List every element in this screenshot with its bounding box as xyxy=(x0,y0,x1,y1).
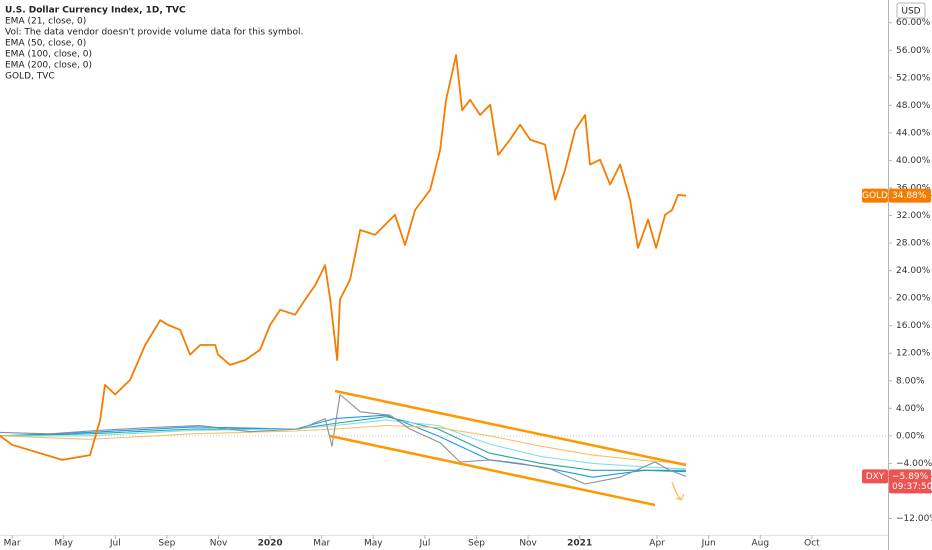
x-tick-label: 2021 xyxy=(567,539,592,549)
series-line xyxy=(0,419,687,470)
price-label-box xyxy=(889,469,931,494)
price-label: 34.88% xyxy=(892,191,927,201)
x-tick-label: Jul xyxy=(109,539,121,549)
y-tick-label: 60.00% xyxy=(896,18,931,28)
y-tick-label: −4.00% xyxy=(896,459,932,469)
legend-title: U.S. Dollar Currency Index, 1D, TVC xyxy=(5,6,186,16)
x-tick-label: Apr xyxy=(649,539,665,549)
series-line xyxy=(0,414,687,478)
legend-note: Vol: The data vendor doesn't provide vol… xyxy=(5,28,303,38)
legend-entry: EMA (50, close, 0) xyxy=(5,39,86,49)
x-tick-label: Mar xyxy=(313,539,330,549)
x-tick-label: May xyxy=(364,539,383,549)
y-tick-label: 8.00% xyxy=(896,376,925,386)
axes: 60.00% 56.00% 52.00% 48.00% 44.00% 40.00% 36.0… xyxy=(4,18,932,549)
series-name: GOLD xyxy=(862,191,888,201)
x-tick-label: Jul xyxy=(418,539,430,549)
x-tick-label: Sep xyxy=(468,539,485,549)
price-label: −5.89% xyxy=(892,472,929,482)
series-name: DXY xyxy=(866,472,885,482)
countdown: 09:37:50 xyxy=(892,482,932,492)
y-tick-label: 0.00% xyxy=(896,431,925,441)
y-tick-label: 56.00% xyxy=(896,46,931,56)
x-tick-label: Mar xyxy=(4,539,21,549)
series-line xyxy=(0,393,687,485)
x-tick-label: 2020 xyxy=(258,539,283,549)
plot-area xyxy=(0,54,888,485)
y-tick-label: 28.00% xyxy=(896,239,931,249)
y-tick-label: 36.00% xyxy=(896,183,931,193)
series-line xyxy=(0,54,687,461)
x-tick-label: Nov xyxy=(210,539,228,549)
legend-entry: GOLD, TVC xyxy=(5,72,55,82)
y-tick-label: 48.00% xyxy=(896,101,931,111)
price-label-box xyxy=(889,188,931,203)
y-tick-label: 44.00% xyxy=(896,128,931,138)
y-tick-label: −12.00% xyxy=(896,514,932,524)
y-tick-label: 52.00% xyxy=(896,73,931,83)
series-name-box xyxy=(862,469,888,484)
y-tick-label: 20.00% xyxy=(896,294,931,304)
y-tick-label: 4.00% xyxy=(896,404,925,414)
channel-upper xyxy=(334,389,687,467)
x-tick-label: Sep xyxy=(158,539,175,549)
legend-entry: EMA (200, close, 0) xyxy=(5,61,92,71)
drawings xyxy=(329,389,687,507)
x-tick-label: Aug xyxy=(752,539,770,549)
x-tick-label: May xyxy=(54,539,73,549)
y-tick-label: 16.00% xyxy=(896,321,931,331)
legend-entry: EMA (21, close, 0) xyxy=(5,17,86,27)
x-tick-label: Nov xyxy=(519,539,537,549)
series-line xyxy=(0,424,687,464)
currency[interactable]: USD xyxy=(901,7,920,17)
y-tick-label: 24.00% xyxy=(896,266,931,276)
legend-entry: EMA (100, close, 0) xyxy=(5,50,92,60)
x-tick-label: Oct xyxy=(804,539,820,549)
legend: U.S. Dollar Currency Index, 1D, TVC EMA … xyxy=(5,6,303,82)
y-tick-label: 40.00% xyxy=(896,156,931,166)
currency-box[interactable] xyxy=(896,2,926,19)
y-tick-label: 32.00% xyxy=(896,211,931,221)
series-name-box xyxy=(862,188,888,203)
x-tick-label: Jun xyxy=(701,539,716,549)
arrow xyxy=(671,481,685,501)
y-tick-label: 12.00% xyxy=(896,349,931,359)
channel-lower xyxy=(329,434,656,507)
